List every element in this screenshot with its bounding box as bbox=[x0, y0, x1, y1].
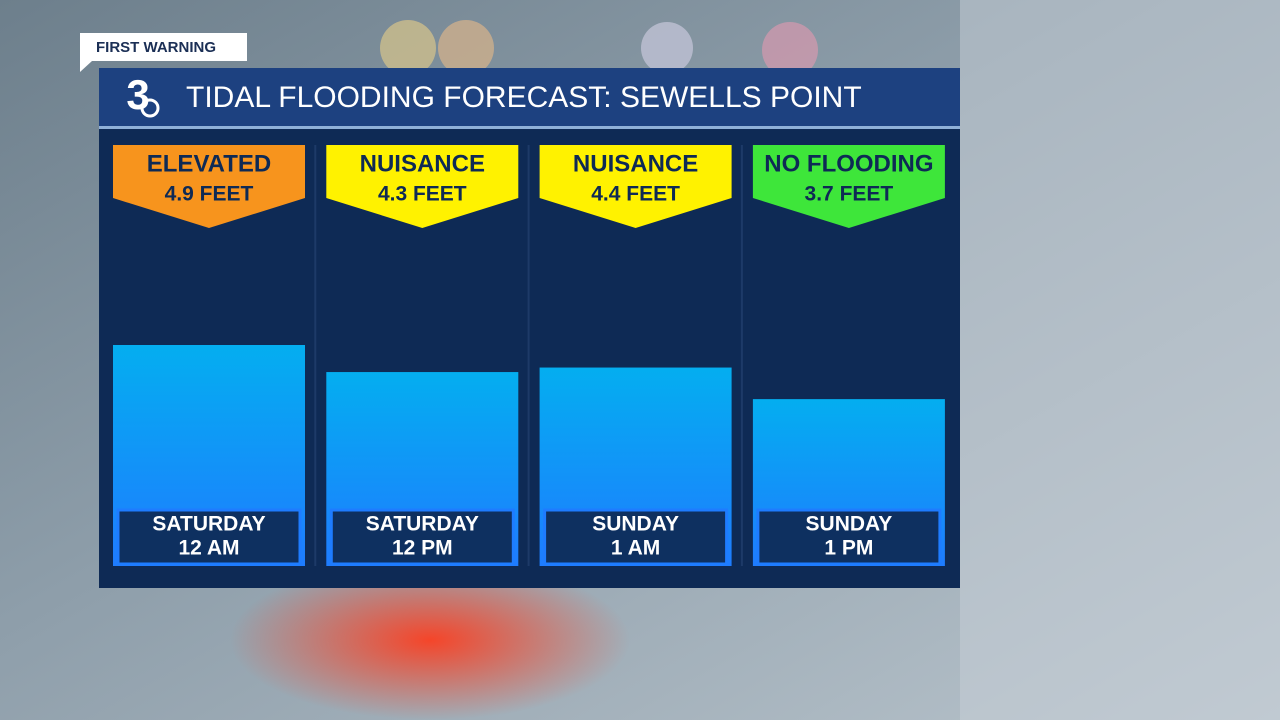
badge-box bbox=[80, 33, 247, 61]
background-bokeh bbox=[380, 20, 436, 76]
level-banner bbox=[539, 145, 732, 228]
level-banner bbox=[752, 145, 945, 228]
x-tick-label: SATURDAY bbox=[366, 513, 479, 536]
x-tick-label: 1 AM bbox=[611, 537, 660, 560]
level-label: NO FLOODING bbox=[764, 150, 933, 177]
x-tick-label: SUNDAY bbox=[806, 513, 893, 536]
logo-eye bbox=[140, 98, 160, 118]
category-box bbox=[543, 508, 729, 566]
category-box bbox=[116, 508, 302, 566]
x-tick-label: 12 PM bbox=[392, 537, 453, 560]
category-box bbox=[329, 508, 515, 566]
level-banner bbox=[113, 145, 305, 228]
level-label: NUISANCE bbox=[573, 150, 698, 177]
background-light bbox=[230, 560, 630, 720]
value-label: 4.3 FEET bbox=[378, 183, 467, 206]
x-tick-label: SATURDAY bbox=[152, 513, 265, 536]
column-divider bbox=[314, 145, 317, 566]
column-divider bbox=[740, 145, 743, 566]
badge-tail bbox=[80, 61, 92, 72]
value-label: 4.9 FEET bbox=[165, 183, 254, 206]
background-haze bbox=[960, 0, 1280, 720]
logo: 3 bbox=[126, 71, 149, 118]
value-label: 4.4 FEET bbox=[591, 183, 680, 206]
badge: FIRST WARNING bbox=[96, 39, 216, 56]
level-banner bbox=[326, 145, 519, 228]
background-bokeh bbox=[641, 22, 693, 74]
category-box bbox=[756, 508, 942, 566]
chart-title: TIDAL FLOODING FORECAST: SEWELLS POINT bbox=[186, 81, 862, 114]
header-rule bbox=[99, 126, 960, 129]
column-divider bbox=[527, 145, 530, 566]
background-bokeh bbox=[762, 22, 818, 78]
background-bokeh bbox=[438, 20, 494, 76]
value-label: 3.7 FEET bbox=[805, 183, 894, 206]
header bbox=[99, 68, 960, 128]
level-label: ELEVATED bbox=[147, 150, 271, 177]
x-tick-label: 12 AM bbox=[178, 537, 239, 560]
x-tick-label: SUNDAY bbox=[592, 513, 679, 536]
level-label: NUISANCE bbox=[360, 150, 485, 177]
x-tick-label: 1 PM bbox=[824, 537, 873, 560]
